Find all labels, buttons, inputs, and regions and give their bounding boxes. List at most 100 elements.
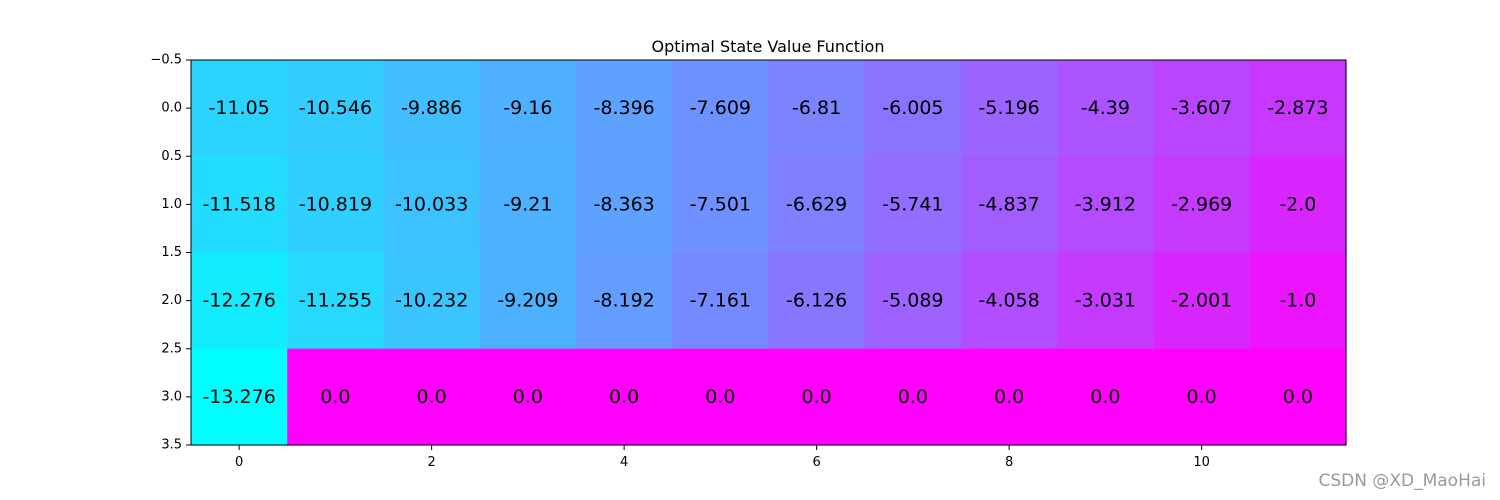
cell-value-label: 0.0 xyxy=(802,386,832,408)
y-tick-label: 2.0 xyxy=(161,293,182,308)
cell-value-label: 0.0 xyxy=(320,386,350,408)
heatmap-cell xyxy=(479,348,577,446)
heatmap-cell xyxy=(191,348,288,446)
heatmap-cell xyxy=(1057,252,1155,350)
heatmap-cell xyxy=(864,252,962,350)
heatmap-cell xyxy=(383,60,481,157)
cell-value-label: -4.39 xyxy=(1081,97,1130,119)
watermark: CSDN @XD_MaoHai xyxy=(1318,471,1486,491)
cell-value-label: -3.912 xyxy=(1075,193,1136,215)
heatmap-cell xyxy=(576,252,673,350)
cell-value-label: -3.031 xyxy=(1075,290,1136,312)
heatmap-cell xyxy=(672,156,770,254)
cell-value-label: -10.232 xyxy=(395,290,468,312)
cell-value-label: -3.607 xyxy=(1171,97,1232,119)
heatmap-cell xyxy=(1249,156,1347,254)
cell-value-label: -9.16 xyxy=(503,97,552,119)
cell-value-label: -9.21 xyxy=(503,193,552,215)
cell-value-label: -11.255 xyxy=(299,290,372,312)
heatmap-cell xyxy=(961,348,1058,446)
x-tick-label: 2 xyxy=(427,455,435,470)
cell-value-label: -8.396 xyxy=(594,97,655,119)
x-tick-label: 8 xyxy=(1005,455,1013,470)
cell-value-label: 0.0 xyxy=(1283,386,1313,408)
cell-value-label: -5.741 xyxy=(882,193,943,215)
chart-title: Optimal State Value Function xyxy=(652,37,885,56)
heatmap-cell xyxy=(864,60,962,157)
x-axis: 0 2 4 6 8 10 xyxy=(235,445,1210,470)
y-tick-label: 2.5 xyxy=(161,341,182,356)
cell-value-label: -6.81 xyxy=(792,97,841,119)
cell-value-label: -11.05 xyxy=(209,97,270,119)
cell-value-label: -8.363 xyxy=(594,193,655,215)
cell-value-label: -11.518 xyxy=(202,193,275,215)
cell-value-label: -9.886 xyxy=(401,97,462,119)
heatmap-cell xyxy=(1057,156,1155,254)
cell-value-label: -10.819 xyxy=(299,193,372,215)
cell-value-label: -13.276 xyxy=(202,386,275,408)
heatmap-cell xyxy=(672,348,770,446)
cell-value-label: -1.0 xyxy=(1279,290,1316,312)
x-tick-label: 10 xyxy=(1193,455,1210,470)
heatmap-cell xyxy=(479,156,577,254)
y-tick-label: 3.5 xyxy=(161,438,182,453)
cell-value-label: -9.209 xyxy=(497,290,558,312)
y-tick-label: 0.5 xyxy=(161,149,182,164)
cell-value-label: 0.0 xyxy=(1187,386,1217,408)
y-axis: −0.5 0.0 0.5 1.0 1.5 2.0 2.5 3.0 3.5 xyxy=(150,53,191,453)
heatmap-cell xyxy=(1249,348,1347,446)
heatmap-cell xyxy=(1249,252,1347,350)
heatmap-cell xyxy=(961,252,1058,350)
cell-value-label: -8.192 xyxy=(594,290,655,312)
heatmap-cell xyxy=(1153,60,1251,157)
y-tick-label: −0.5 xyxy=(150,53,182,68)
heatmap-cell xyxy=(191,252,288,350)
y-tick-label: 3.0 xyxy=(161,389,182,404)
cell-value-label: -10.546 xyxy=(299,97,372,119)
heatmap-cell xyxy=(576,60,673,157)
cell-value-label: 0.0 xyxy=(513,386,543,408)
heatmap-cell xyxy=(672,252,770,350)
heatmap-cell xyxy=(768,60,866,157)
heatmap-cell xyxy=(287,252,385,350)
cell-value-label: -4.837 xyxy=(979,193,1040,215)
cell-value-label: -6.126 xyxy=(786,290,847,312)
heatmap-cell xyxy=(287,60,385,157)
heatmap-cell xyxy=(191,60,288,157)
heatmap-cell xyxy=(768,156,866,254)
heatmap-cell xyxy=(383,348,481,446)
cell-value-label: -7.501 xyxy=(690,193,751,215)
heatmap-cell xyxy=(576,156,673,254)
heatmap-cell xyxy=(768,348,866,446)
heatmap-cell xyxy=(1249,60,1347,157)
heatmap-cell xyxy=(287,348,385,446)
cell-value-label: -4.058 xyxy=(979,290,1040,312)
heatmap-cell xyxy=(287,156,385,254)
cell-value-label: -2.001 xyxy=(1171,290,1232,312)
cell-value-label: 0.0 xyxy=(417,386,447,408)
cell-value-label: -12.276 xyxy=(202,290,275,312)
heatmap-cell xyxy=(768,252,866,350)
cell-value-label: -7.609 xyxy=(690,97,751,119)
cell-value-label: -10.033 xyxy=(395,193,468,215)
cell-value-label: 0.0 xyxy=(994,386,1024,408)
cell-value-label: -5.196 xyxy=(979,97,1040,119)
y-tick-label: 1.5 xyxy=(161,245,182,260)
heatmap-cell xyxy=(576,348,673,446)
cell-value-label: -6.629 xyxy=(786,193,847,215)
heatmap-cell xyxy=(672,60,770,157)
heatmap-cell xyxy=(1057,348,1155,446)
cell-value-label: 0.0 xyxy=(1090,386,1120,408)
heatmap-cell xyxy=(479,60,577,157)
heatmap-cell xyxy=(864,348,962,446)
x-tick-label: 0 xyxy=(235,455,243,470)
heatmap-cell xyxy=(383,156,481,254)
cell-value-label: 0.0 xyxy=(609,386,639,408)
cell-value-label: 0.0 xyxy=(705,386,735,408)
cell-value-label: 0.0 xyxy=(898,386,928,408)
cell-value-label: -2.969 xyxy=(1171,193,1232,215)
heatmap-cell xyxy=(191,156,288,254)
x-tick-label: 6 xyxy=(812,455,820,470)
heatmap-cell xyxy=(864,156,962,254)
